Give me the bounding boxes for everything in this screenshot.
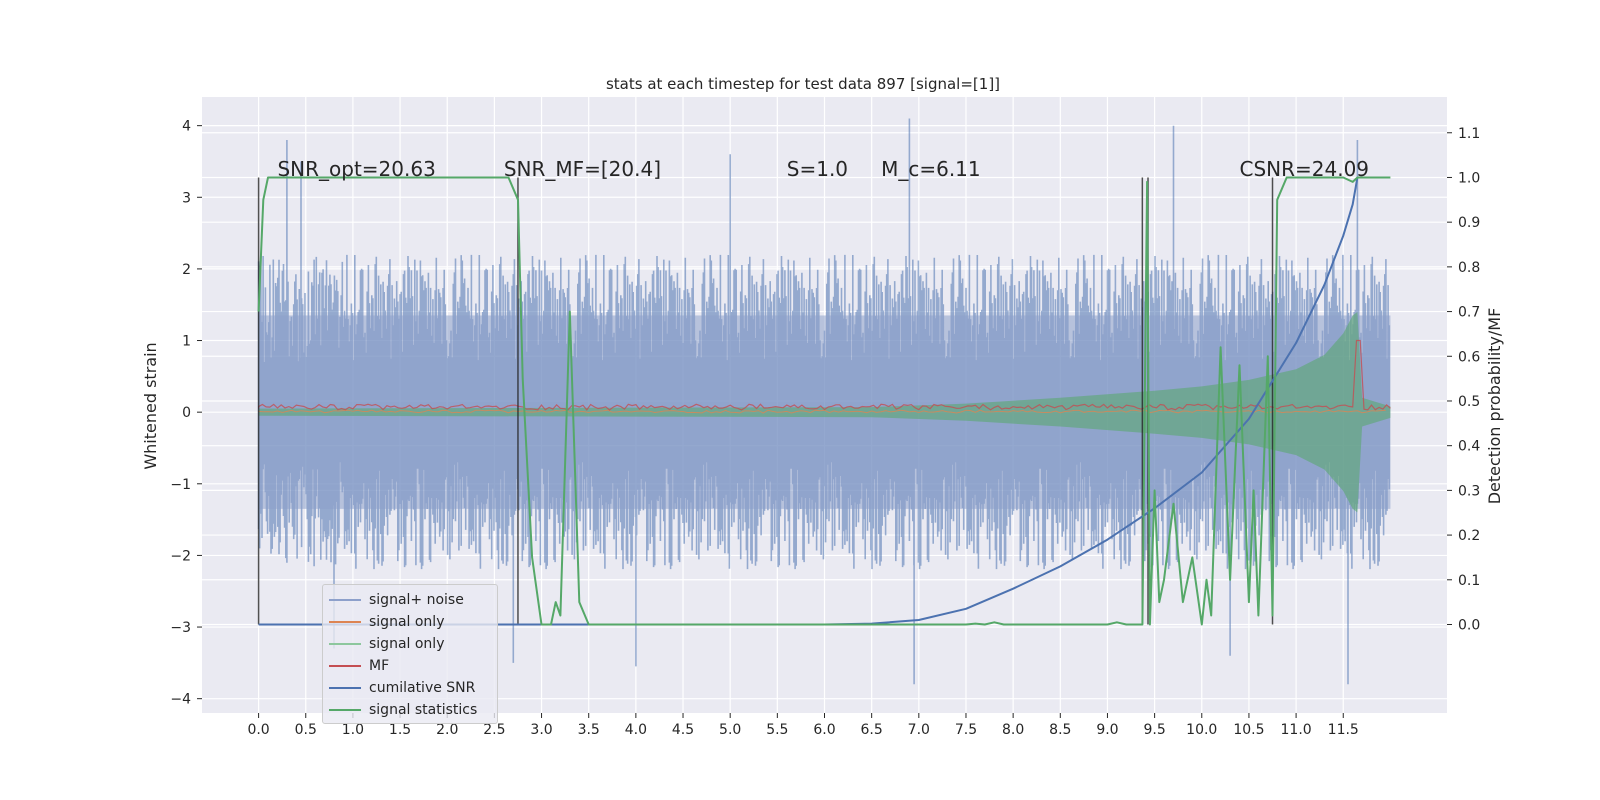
- chart-title: stats at each timestep for test data 897…: [606, 75, 1000, 93]
- x-tick-label: 7.5: [955, 722, 977, 738]
- y-tick-label-right: 0.3: [1458, 483, 1480, 499]
- signal-only-envelope: [258, 311, 1391, 513]
- y-tick-label: −2: [170, 548, 191, 564]
- annotation-text: S=1.0: [787, 157, 848, 181]
- x-tick-label: 10.0: [1186, 722, 1217, 738]
- y-tick-label-right: 0.6: [1458, 349, 1480, 365]
- legend-label: signal statistics: [369, 702, 478, 718]
- legend-label: cumilative SNR: [369, 680, 476, 696]
- y-tick-label-right: 0.8: [1458, 260, 1480, 276]
- y-tick-label: 0: [182, 405, 191, 421]
- legend-swatch: [329, 687, 361, 689]
- x-tick-label: 6.5: [861, 722, 883, 738]
- y-tick-label-right: 1.1: [1458, 126, 1480, 142]
- legend-item: signal only: [329, 611, 444, 633]
- x-tick-label: 2.0: [436, 722, 458, 738]
- x-tick-label: 4.5: [672, 722, 694, 738]
- y-tick-label: −1: [170, 477, 191, 493]
- x-tick-label: 5.0: [719, 722, 741, 738]
- legend-item: signal only: [329, 633, 444, 655]
- legend-item: signal statistics: [329, 699, 477, 721]
- legend-swatch: [329, 709, 361, 711]
- legend-swatch: [329, 621, 361, 623]
- y-tick-label-right: 0.2: [1458, 528, 1480, 544]
- legend-item: MF: [329, 655, 389, 677]
- y-tick-label-right: 0.9: [1458, 215, 1480, 231]
- x-tick-label: 5.5: [766, 722, 788, 738]
- x-tick-label: 0.0: [247, 722, 269, 738]
- data-layer: SNR_opt=20.63 SNR_MF=[20.4] S=1.0 M_c=6.11 C…: [257, 118, 1391, 685]
- legend: signal+ noise signal only signal only MF…: [322, 584, 498, 724]
- y-tick-label-right: 0.4: [1458, 439, 1480, 455]
- x-tick-label: 6.0: [813, 722, 835, 738]
- legend-swatch: [329, 665, 361, 667]
- mf-trace: [257, 339, 1391, 411]
- x-tick-label: 8.5: [1049, 722, 1071, 738]
- legend-label: MF: [369, 658, 390, 674]
- x-tick-label: 9.5: [1143, 722, 1165, 738]
- legend-item: cumilative SNR: [329, 677, 475, 699]
- x-tick-label: 0.5: [295, 722, 317, 738]
- legend-swatch: [329, 643, 361, 645]
- y-axis-label-right: Detection probability/MF: [1485, 308, 1504, 505]
- y-tick-label-right: 1.0: [1458, 170, 1480, 186]
- signal-statistics-line: [257, 176, 1391, 626]
- y-tick-label-right: 0.7: [1458, 305, 1480, 321]
- legend-item: signal+ noise: [329, 589, 464, 611]
- x-tick-label: 10.5: [1233, 722, 1264, 738]
- annotation-text: CSNR=24.09: [1240, 157, 1370, 181]
- x-tick-label: 4.0: [625, 722, 647, 738]
- y-axis-label-left: Whitened strain: [141, 342, 160, 469]
- y-tick-label: −3: [170, 620, 191, 636]
- y-tick-label: 1: [182, 334, 191, 350]
- legend-label: signal only: [369, 636, 445, 652]
- cumulative-snr-line: [258, 177, 1359, 626]
- axes-layer: 0.0 0.5 1.0 1.5 2.0 2.5 3.0 3.5 4.0 4.5 5.0 5.5 6.0 6…: [170, 119, 1480, 738]
- y-tick-label: 3: [182, 190, 191, 206]
- x-tick-label: 7.0: [908, 722, 930, 738]
- y-tick-label-right: 0.1: [1458, 573, 1480, 589]
- legend-swatch: [329, 599, 361, 601]
- x-tick-label: 3.5: [578, 722, 600, 738]
- signal-only-trace: [258, 409, 1386, 414]
- x-tick-label: 9.0: [1096, 722, 1118, 738]
- y-tick-label: −4: [170, 692, 191, 708]
- x-tick-label: 1.0: [342, 722, 364, 738]
- y-tick-label-right: 0.5: [1458, 394, 1480, 410]
- annotation-text: SNR_MF=[20.4]: [504, 157, 661, 181]
- legend-label: signal+ noise: [369, 592, 464, 608]
- x-tick-label: 8.0: [1002, 722, 1024, 738]
- y-tick-label: 4: [182, 119, 191, 135]
- annotation-text: M_c=6.11: [881, 157, 981, 181]
- x-tick-label: 11.0: [1281, 722, 1312, 738]
- y-tick-label: 2: [182, 262, 191, 278]
- legend-label: signal only: [369, 614, 445, 630]
- x-tick-label: 2.5: [483, 722, 505, 738]
- y-tick-label-right: 0.0: [1458, 617, 1480, 633]
- x-tick-label: 1.5: [389, 722, 411, 738]
- x-tick-label: 11.5: [1328, 722, 1359, 738]
- annotation-text: SNR_opt=20.63: [277, 157, 435, 181]
- x-tick-label: 3.0: [530, 722, 552, 738]
